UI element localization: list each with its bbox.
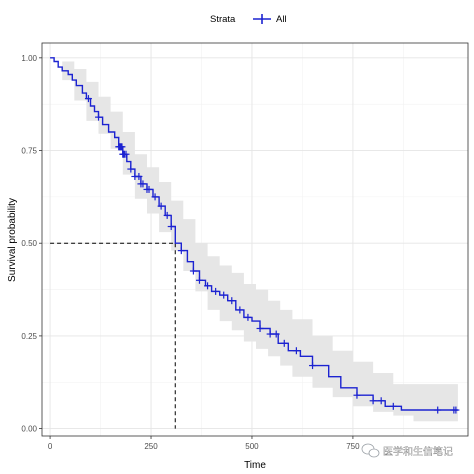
legend-entry-all: All — [276, 14, 287, 25]
x-tick-label: 0 — [48, 442, 53, 451]
wechat-icon — [361, 443, 380, 458]
confidence-band — [50, 57, 458, 422]
plot-border — [41, 42, 469, 437]
median-survival-lines — [50, 242, 176, 429]
x-tick-label: 750 — [346, 442, 360, 451]
y-tick-label: 0.50 — [21, 239, 37, 248]
censor-marks — [84, 95, 460, 414]
confidence-band-area — [50, 57, 458, 422]
legend-key-all — [253, 14, 271, 24]
y-tick-label: 0.25 — [21, 332, 37, 341]
x-axis: 0 250 500 750 — [48, 436, 360, 451]
watermark: 医学和生信笔记 — [361, 443, 453, 458]
x-tick-label: 500 — [245, 442, 259, 451]
survival-curve — [50, 57, 458, 411]
plot-area — [41, 42, 469, 437]
y-axis-title: Survival probability — [7, 198, 18, 282]
survival-step-line — [50, 57, 458, 411]
legend: Strata All — [210, 14, 287, 25]
y-tick-label: 1.00 — [21, 54, 37, 63]
x-tick-label: 250 — [144, 442, 158, 451]
y-axis: 0.00 0.25 0.50 0.75 1.00 — [21, 54, 42, 434]
x-axis-title: Time — [244, 460, 266, 471]
y-tick-label: 0.75 — [21, 147, 37, 156]
watermark-text: 医学和生信笔记 — [383, 445, 453, 458]
legend-title: Strata — [210, 14, 236, 25]
y-tick-label: 0.00 — [21, 425, 37, 434]
